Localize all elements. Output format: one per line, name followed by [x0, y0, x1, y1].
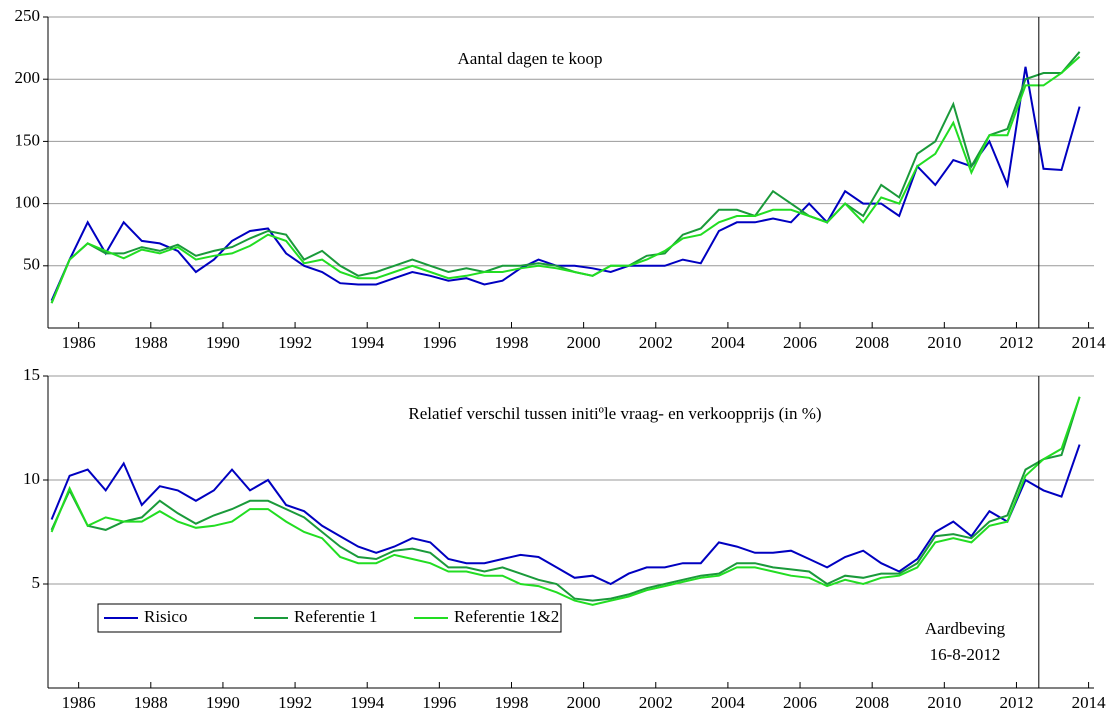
- x-tick-label: 1994: [350, 333, 385, 352]
- legend-label: Referentie 1&2: [454, 607, 559, 626]
- series-line: [50, 51, 1081, 304]
- x-tick-label: 2002: [639, 333, 673, 352]
- x-tick-label: 1990: [206, 693, 240, 712]
- x-tick-label: 1998: [494, 333, 528, 352]
- x-tick-label: 1988: [134, 693, 168, 712]
- series-line: [50, 396, 1081, 606]
- x-tick-label: 1990: [206, 333, 240, 352]
- x-tick-label: 1992: [278, 333, 312, 352]
- x-tick-label: 1996: [422, 693, 456, 712]
- x-tick-label: 1992: [278, 693, 312, 712]
- x-tick-label: 2000: [567, 333, 601, 352]
- series-line: [50, 444, 1081, 586]
- x-tick-label: 2006: [783, 693, 817, 712]
- x-tick-label: 1986: [62, 693, 96, 712]
- x-tick-label: 2006: [783, 333, 817, 352]
- y-tick-label: 200: [15, 68, 41, 87]
- legend-label: Risico: [144, 607, 187, 626]
- x-tick-label: 2014: [1072, 333, 1107, 352]
- legend-box: [97, 603, 562, 633]
- x-tick-label: 2008: [855, 693, 889, 712]
- chart-title: Aantal dagen te koop: [458, 49, 603, 68]
- x-tick-label: 2008: [855, 333, 889, 352]
- x-tick-label: 2014: [1072, 693, 1107, 712]
- annotation: Aardbeving: [925, 619, 1006, 638]
- y-tick-label: 15: [23, 365, 40, 384]
- y-tick-label: 10: [23, 469, 40, 488]
- x-tick-label: 2010: [927, 333, 961, 352]
- series-line: [50, 396, 1081, 602]
- y-tick-label: 150: [15, 130, 41, 149]
- x-tick-label: 1988: [134, 333, 168, 352]
- y-tick-label: 250: [15, 6, 41, 25]
- x-tick-label: 1986: [62, 333, 96, 352]
- x-tick-label: 2004: [711, 333, 746, 352]
- y-tick-label: 50: [23, 255, 40, 274]
- annotation: 16-8-2012: [930, 645, 1001, 664]
- series-line: [50, 66, 1081, 302]
- x-tick-label: 1998: [494, 693, 528, 712]
- x-tick-label: 2012: [999, 693, 1033, 712]
- x-tick-label: 1996: [422, 333, 456, 352]
- series-line: [50, 56, 1081, 304]
- legend-label: Referentie 1: [294, 607, 378, 626]
- x-tick-label: 2012: [999, 333, 1033, 352]
- x-tick-label: 2002: [639, 693, 673, 712]
- x-tick-label: 2004: [711, 693, 746, 712]
- chart-title: Relatief verschil tussen initiºle vraag-…: [408, 404, 821, 423]
- x-tick-label: 2000: [567, 693, 601, 712]
- y-tick-label: 5: [32, 573, 41, 592]
- y-tick-label: 100: [15, 193, 41, 212]
- x-tick-label: 2010: [927, 693, 961, 712]
- legend: Risico Referentie 1 Referentie 1&2: [97, 603, 562, 633]
- x-tick-label: 1994: [350, 693, 385, 712]
